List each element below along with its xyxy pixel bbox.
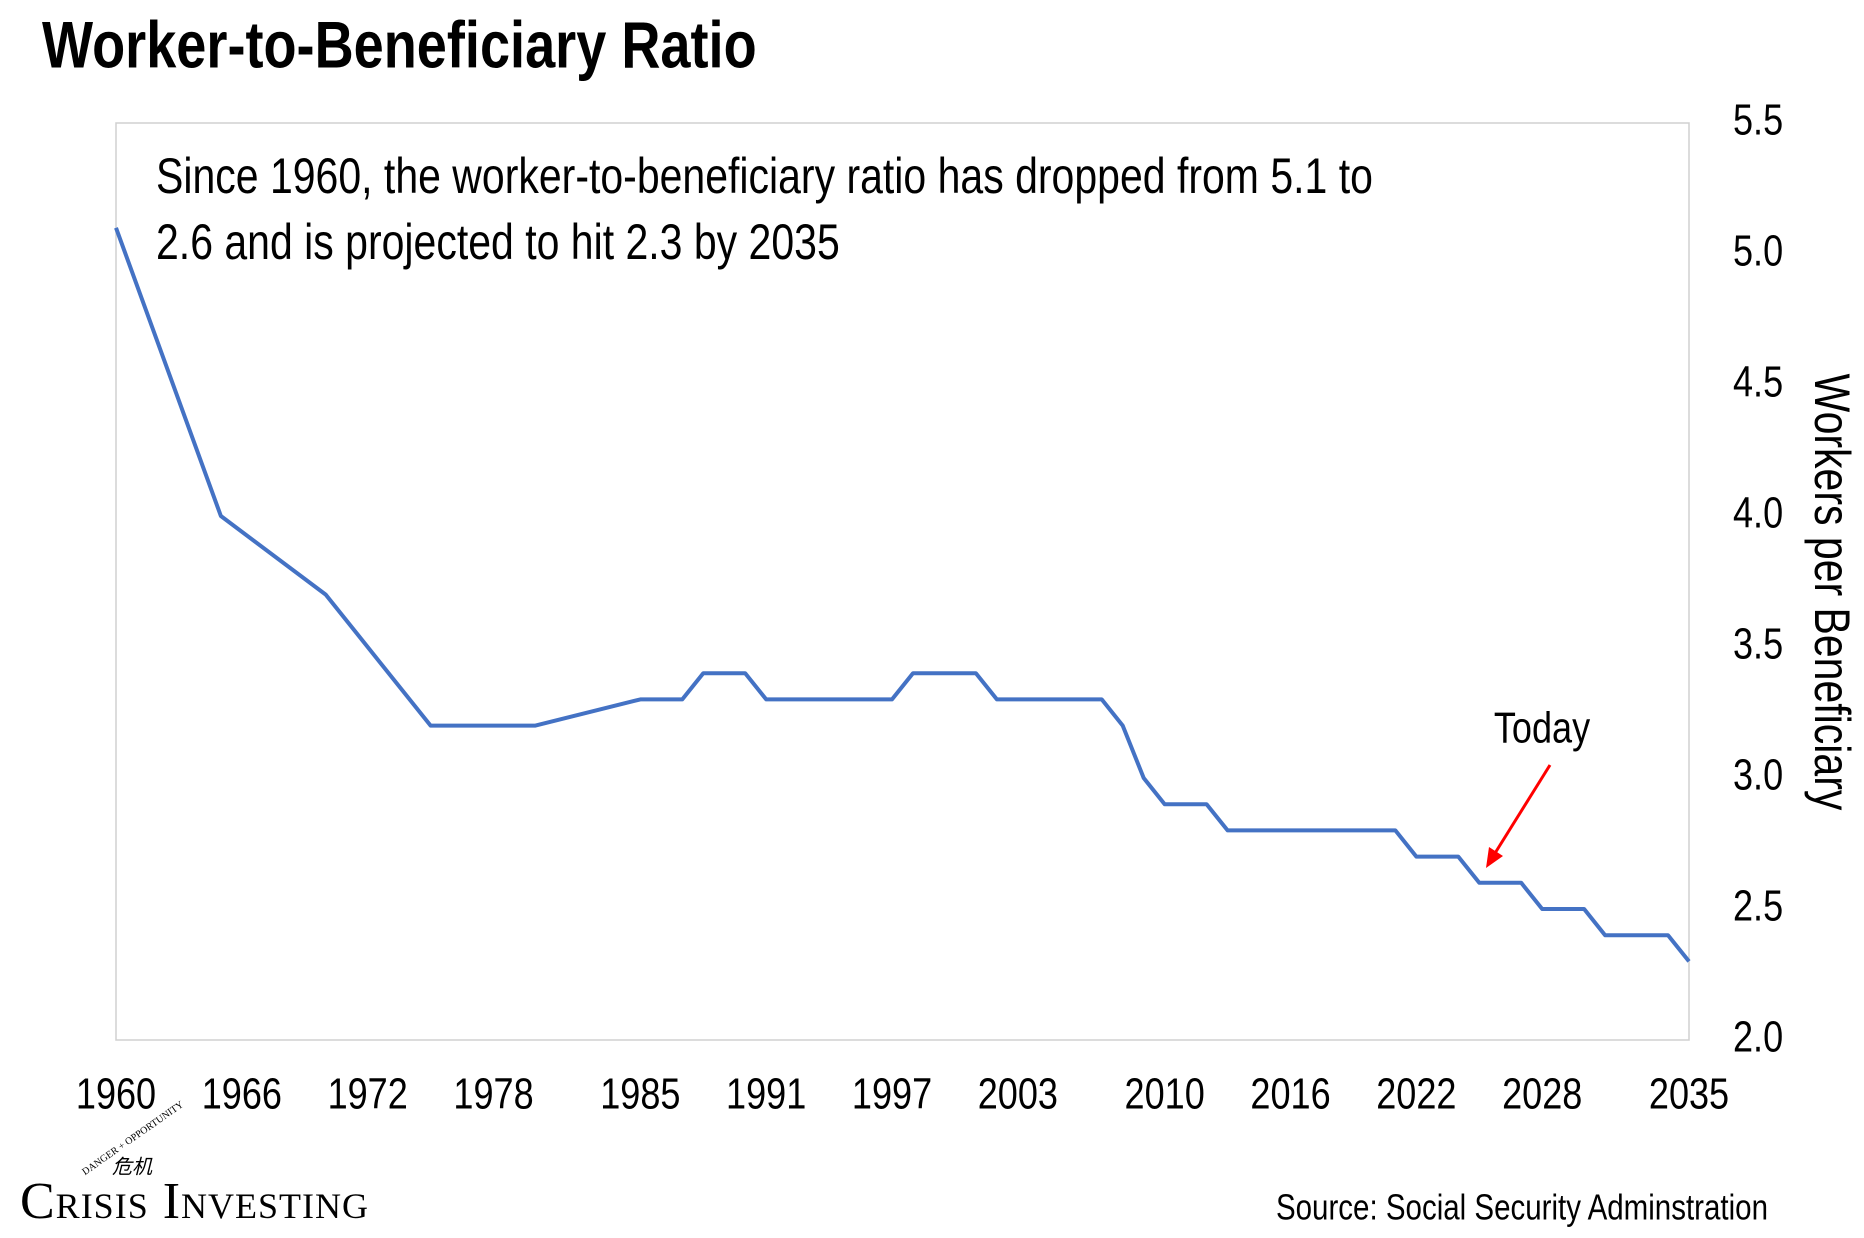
plot-frame	[115, 122, 1690, 1041]
y-tick-label-group: 3.5	[1733, 619, 1783, 668]
today-label: Today	[1494, 703, 1591, 752]
y-tick-label-group: 5.0	[1733, 226, 1783, 275]
logo-name: Crisis Investing	[20, 1173, 369, 1230]
x-tick-label-group: 2035	[1649, 1069, 1729, 1118]
source-group: Source: Social Security Adminstration	[1276, 1187, 1768, 1227]
y-tick-label-group: 2.5	[1733, 881, 1783, 930]
x-tick-label-group: 1985	[600, 1069, 680, 1118]
source: Source: Social Security Adminstration	[1276, 1187, 1768, 1227]
x-tick-label-group: 2010	[1125, 1069, 1205, 1118]
x-tick-label-group: 1997	[852, 1069, 932, 1118]
chart-title-group: Worker-to-Beneficiary Ratio	[42, 7, 757, 81]
y-tick-label-group: 2.0	[1733, 1012, 1783, 1061]
y-tick-label: 3.0	[1733, 750, 1783, 799]
y-tick-label-group: 3.0	[1733, 750, 1783, 799]
y-tick-label: 2.0	[1733, 1012, 1783, 1061]
x-tick-label-group: 2003	[978, 1069, 1058, 1118]
y-tick-label-group: 4.5	[1733, 357, 1783, 406]
annotation-line-group: 2.6 and is projected to hit 2.3 by 2035	[156, 214, 840, 270]
y-axis-title-group: Workers per Beneficiary	[1804, 374, 1860, 811]
y-tick-label: 5.0	[1733, 226, 1783, 275]
x-tick-label: 1966	[202, 1069, 282, 1118]
x-tick-label: 1978	[453, 1069, 533, 1118]
x-tick-label: 2010	[1125, 1069, 1205, 1118]
y-tick-label: 4.0	[1733, 488, 1783, 537]
x-tick-label-group: 1972	[328, 1069, 408, 1118]
x-tick-label: 1991	[726, 1069, 806, 1118]
x-tick-label: 1997	[852, 1069, 932, 1118]
y-tick-label: 4.5	[1733, 357, 1783, 406]
x-tick-label-group: 1991	[726, 1069, 806, 1118]
annotation-line: 2.6 and is projected to hit 2.3 by 2035	[156, 214, 840, 270]
x-tick-label-group: 2028	[1502, 1069, 1582, 1118]
y-tick-label: 5.5	[1733, 95, 1783, 144]
x-tick-label: 2022	[1376, 1069, 1456, 1118]
logo-glyphs: 危机	[112, 1155, 153, 1179]
annotation-line-group: Since 1960, the worker-to-beneficiary ra…	[156, 148, 1373, 204]
chart-title: Worker-to-Beneficiary Ratio	[42, 7, 757, 81]
x-tick-label-group: 1960	[76, 1069, 156, 1118]
x-tick-label: 2016	[1250, 1069, 1330, 1118]
x-tick-label-group: 2022	[1376, 1069, 1456, 1118]
data-line	[114, 227, 1691, 963]
annotation-line: Since 1960, the worker-to-beneficiary ra…	[156, 148, 1373, 204]
y-tick-label-group: 5.5	[1733, 95, 1783, 144]
x-tick-label-group: 2016	[1250, 1069, 1330, 1118]
x-tick-label: 1972	[328, 1069, 408, 1118]
today-label-group: Today	[1494, 703, 1591, 752]
today-arrowhead	[1486, 847, 1503, 868]
x-tick-label: 2035	[1649, 1069, 1729, 1118]
x-tick-label: 2028	[1502, 1069, 1582, 1118]
x-tick-label: 2003	[978, 1069, 1058, 1118]
today-arrow	[1490, 764, 1552, 859]
x-tick-label: 1960	[76, 1069, 156, 1118]
y-axis-title: Workers per Beneficiary	[1804, 374, 1860, 811]
y-tick-label: 3.5	[1733, 619, 1783, 668]
x-tick-label-group: 1966	[202, 1069, 282, 1118]
y-tick-label: 2.5	[1733, 881, 1783, 930]
x-tick-label-group: 1978	[453, 1069, 533, 1118]
y-tick-label-group: 4.0	[1733, 488, 1783, 537]
x-tick-label: 1985	[600, 1069, 680, 1118]
